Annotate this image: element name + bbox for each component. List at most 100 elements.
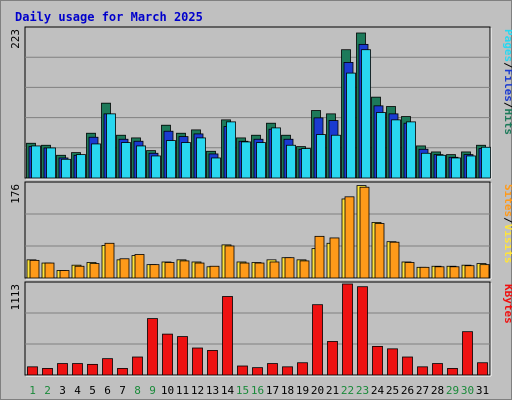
panel-frame-3 bbox=[24, 281, 491, 376]
max-label-panel-1: 223 bbox=[9, 29, 22, 49]
day-label-3: 3 bbox=[59, 384, 66, 397]
bar-sites-day-22 bbox=[344, 196, 355, 279]
bar-sites-day-19 bbox=[299, 260, 310, 279]
bar-kbytes-day-22 bbox=[342, 283, 353, 376]
bar-sites-day-21 bbox=[329, 237, 340, 279]
bar-pages-day-31 bbox=[481, 146, 491, 179]
bar-pages-day-26 bbox=[406, 121, 416, 179]
bar-sites-day-3 bbox=[59, 270, 70, 279]
bar-sites-day-24 bbox=[374, 223, 385, 279]
day-label-28: 28 bbox=[431, 384, 444, 397]
bar-sites-day-20 bbox=[314, 235, 325, 279]
day-label-9: 9 bbox=[149, 384, 156, 397]
day-label-27: 27 bbox=[416, 384, 429, 397]
legend-panel-2: Sites/Visits bbox=[502, 184, 512, 264]
bar-sites-day-10 bbox=[164, 262, 175, 279]
bar-sites-day-15 bbox=[239, 262, 250, 279]
bar-pages-day-3 bbox=[61, 158, 71, 179]
day-label-21: 21 bbox=[326, 384, 339, 397]
day-label-13: 13 bbox=[206, 384, 219, 397]
day-label-14: 14 bbox=[221, 384, 235, 397]
bar-kbytes-day-31 bbox=[477, 362, 488, 376]
day-label-25: 25 bbox=[386, 384, 399, 397]
bar-pages-day-4 bbox=[76, 154, 86, 179]
legend-item: Visits bbox=[502, 224, 512, 264]
bar-sites-day-26 bbox=[404, 262, 415, 279]
bar-sites-day-31 bbox=[479, 264, 490, 279]
day-label-18: 18 bbox=[281, 384, 294, 397]
bar-pages-day-28 bbox=[436, 154, 446, 179]
day-label-17: 17 bbox=[266, 384, 279, 397]
bar-pages-day-12 bbox=[196, 137, 206, 179]
bar-sites-day-14 bbox=[224, 245, 235, 279]
bar-sites-day-5 bbox=[89, 263, 100, 279]
bar-kbytes-day-13 bbox=[207, 350, 218, 376]
day-label-1: 1 bbox=[29, 384, 36, 397]
bar-sites-day-9 bbox=[149, 264, 160, 279]
day-label-31: 31 bbox=[476, 384, 489, 397]
bar-kbytes-day-11 bbox=[177, 336, 188, 376]
bar-kbytes-day-18 bbox=[282, 366, 293, 376]
bar-kbytes-day-28 bbox=[432, 363, 443, 376]
bar-kbytes-day-4 bbox=[72, 363, 83, 376]
bar-pages-day-29 bbox=[451, 157, 461, 179]
bar-pages-day-14 bbox=[226, 121, 236, 179]
bar-pages-day-16 bbox=[256, 142, 266, 179]
legend-item: KBytes bbox=[502, 284, 512, 324]
day-label-2: 2 bbox=[44, 384, 51, 397]
bar-sites-day-8 bbox=[134, 254, 145, 279]
bar-pages-day-21 bbox=[331, 134, 341, 179]
bar-kbytes-day-1 bbox=[27, 366, 38, 376]
day-label-4: 4 bbox=[74, 384, 81, 397]
bar-sites-day-27 bbox=[419, 266, 430, 279]
day-label-11: 11 bbox=[176, 384, 189, 397]
legend-item: / bbox=[502, 102, 512, 109]
bar-pages-day-10 bbox=[166, 140, 176, 179]
bar-kbytes-day-15 bbox=[237, 365, 248, 376]
bar-pages-day-20 bbox=[316, 134, 326, 179]
bar-sites-day-13 bbox=[209, 265, 220, 279]
legend-panel-3: KBytes bbox=[502, 284, 512, 324]
bar-pages-day-19 bbox=[301, 148, 311, 179]
bar-sites-day-28 bbox=[434, 266, 445, 279]
bar-pages-day-18 bbox=[286, 144, 296, 179]
bar-kbytes-day-20 bbox=[312, 304, 323, 376]
bar-sites-day-4 bbox=[74, 265, 85, 279]
day-label-8: 8 bbox=[134, 384, 141, 397]
bar-kbytes-day-8 bbox=[132, 356, 143, 376]
legend-item: / bbox=[502, 62, 512, 69]
bar-pages-day-13 bbox=[211, 157, 221, 179]
day-label-22: 22 bbox=[341, 384, 354, 397]
bar-sites-day-23 bbox=[359, 186, 370, 279]
bar-sites-day-17 bbox=[269, 261, 280, 279]
bar-kbytes-day-26 bbox=[402, 356, 413, 376]
bar-kbytes-day-14 bbox=[222, 296, 233, 376]
day-label-30: 30 bbox=[461, 384, 474, 397]
bar-sites-day-2 bbox=[44, 262, 55, 279]
bar-sites-day-18 bbox=[284, 257, 295, 279]
bar-pages-day-11 bbox=[181, 142, 191, 179]
bar-sites-day-25 bbox=[389, 241, 400, 279]
bar-pages-day-6 bbox=[106, 113, 116, 179]
bar-sites-day-29 bbox=[449, 266, 460, 279]
max-label-panel-3: 1113 bbox=[9, 284, 22, 311]
bar-pages-day-25 bbox=[391, 119, 401, 179]
day-label-26: 26 bbox=[401, 384, 414, 397]
max-label-panel-2: 176 bbox=[9, 184, 22, 204]
bar-kbytes-day-6 bbox=[102, 358, 113, 376]
bar-pages-day-8 bbox=[136, 145, 146, 179]
bar-kbytes-day-29 bbox=[447, 368, 458, 376]
bar-kbytes-day-17 bbox=[267, 363, 278, 376]
bar-pages-day-15 bbox=[241, 141, 251, 179]
bar-pages-day-17 bbox=[271, 127, 281, 179]
day-label-24: 24 bbox=[371, 384, 385, 397]
day-label-10: 10 bbox=[161, 384, 174, 397]
bar-sites-day-11 bbox=[179, 260, 190, 279]
legend-item: Sites bbox=[502, 184, 512, 217]
bar-pages-day-24 bbox=[376, 112, 386, 179]
chart-title: Daily usage for March 2025 bbox=[15, 10, 203, 24]
bar-sites-day-16 bbox=[254, 262, 265, 279]
bar-pages-day-1 bbox=[31, 145, 41, 179]
bar-pages-day-5 bbox=[91, 143, 101, 179]
